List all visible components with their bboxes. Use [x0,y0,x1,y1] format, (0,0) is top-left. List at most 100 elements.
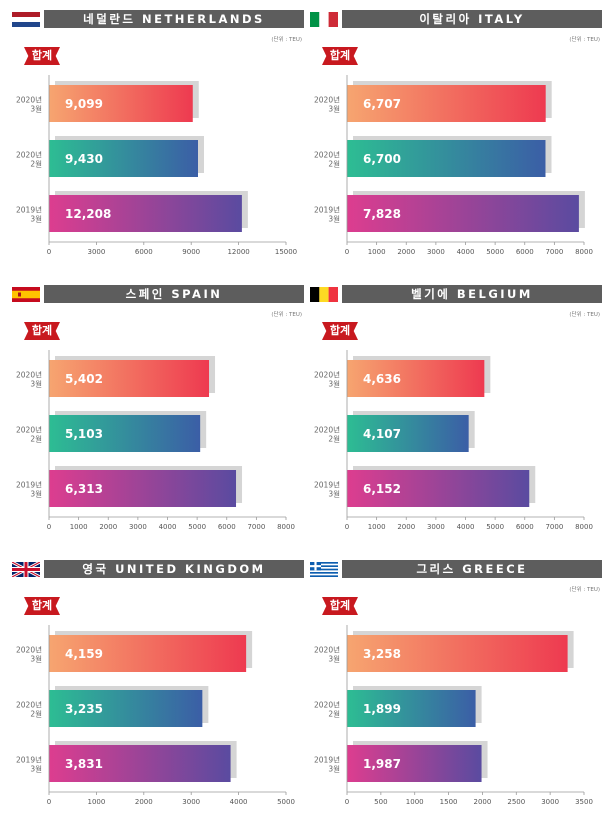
badge-ribbon [322,322,358,340]
bar [347,690,476,727]
panel-header: 스페인 SPAIN [12,285,304,303]
x-tick-label: 2000 [474,798,492,806]
x-tick-label: 8000 [277,523,295,531]
x-tick-label: 7000 [545,248,563,256]
x-tick-label: 3000 [87,248,105,256]
x-tick-label: 7000 [247,523,265,531]
bar [49,415,201,452]
greece-flag-icon [310,562,338,577]
total-badge: 합계 [322,597,358,615]
total-badge: 합계 [322,322,358,340]
badge-label: 합계 [31,324,53,337]
panel-title: 네덜란드 NETHERLANDS [44,10,304,28]
x-tick-label: 3000 [427,523,445,531]
x-tick-label: 5000 [277,798,295,806]
x-tick-label: 8000 [575,248,593,256]
badge-label: 합계 [329,324,351,337]
category-label: 3월 [30,214,42,224]
x-tick-label: 1500 [440,798,458,806]
spain-panel: 스페인 SPAIN (단위 : TEU) 합계 5,402 2020년 3월 5,10… [12,285,304,555]
bar-value-label: 9,099 [65,97,103,111]
category-label: 2020년 [314,95,340,105]
netherlands-flag-icon [12,12,40,27]
bar-value-label: 1,987 [363,757,401,771]
x-tick-label: 1000 [406,798,424,806]
x-tick-label: 3000 [182,798,200,806]
category-label: 2020년 [16,370,42,380]
badge-ribbon [24,47,60,65]
uk-flag-icon [12,562,40,577]
badge-label: 합계 [31,599,53,612]
category-label: 3월 [328,489,340,499]
category-label: 2019년 [314,205,340,215]
x-tick-label: 4000 [159,523,177,531]
x-tick-label: 3000 [427,248,445,256]
bar [49,470,237,507]
x-tick-label: 2000 [397,248,415,256]
panel-title: 영국 UNITED KINGDOM [44,560,304,578]
x-tick-label: 0 [345,523,349,531]
bar [347,360,485,397]
x-tick-label: 6000 [516,248,534,256]
category-label: 3월 [30,654,42,664]
x-tick-label: 4000 [457,248,475,256]
bar-value-label: 5,402 [65,372,103,386]
unit-label: (단위 : TEU) [569,37,600,43]
panel-title: 이탈리아 ITALY [342,10,602,28]
category-label: 2020년 [314,150,340,160]
x-tick-label: 2000 [135,798,153,806]
panel-header: 벨기에 BELGIUM [310,285,602,303]
category-label: 2019년 [16,205,42,215]
x-tick-label: 4000 [457,523,475,531]
bar [347,85,546,122]
bar-value-label: 3,831 [65,757,103,771]
category-label: 2019년 [314,755,340,765]
category-label: 3월 [328,764,340,774]
bar [49,140,198,177]
x-tick-label: 8000 [575,523,593,531]
bar-value-label: 9,430 [65,152,103,166]
bar [347,470,530,507]
x-tick-label: 0 [47,248,51,256]
x-tick-label: 1000 [87,798,105,806]
bar-value-label: 12,208 [65,207,111,221]
bar-value-label: 5,103 [65,427,103,441]
bar-value-label: 7,828 [363,207,401,221]
x-tick-label: 3000 [129,523,147,531]
x-tick-label: 9000 [182,248,200,256]
x-tick-label: 7000 [545,523,563,531]
category-label: 2020년 [16,645,42,655]
category-label: 2월 [30,434,42,444]
panel-header: 그리스 GREECE [310,560,602,578]
bar [49,690,203,727]
bar [49,635,247,672]
total-badge: 합계 [322,47,358,65]
panel-header: 네덜란드 NETHERLANDS [12,10,304,28]
bar [347,745,482,782]
category-label: 2월 [328,709,340,719]
x-tick-label: 5000 [486,523,504,531]
x-tick-label: 6000 [135,248,153,256]
category-label: 2020년 [16,150,42,160]
x-tick-label: 3000 [541,798,559,806]
bar [49,195,242,232]
total-badge: 합계 [24,47,60,65]
badge-ribbon [322,47,358,65]
x-tick-label: 5000 [188,523,206,531]
category-label: 2020년 [314,370,340,380]
bar-value-label: 4,107 [363,427,401,441]
bar [49,360,210,397]
badge-label: 합계 [329,599,351,612]
unit-label: (단위 : TEU) [569,587,600,593]
category-label: 2020년 [16,95,42,105]
bar [49,745,231,782]
x-tick-label: 0 [345,798,349,806]
badge-ribbon [24,322,60,340]
bar-value-label: 6,707 [363,97,401,111]
italy-flag-icon [310,12,338,27]
category-label: 2020년 [16,425,42,435]
category-label: 3월 [30,379,42,389]
category-label: 3월 [30,104,42,114]
